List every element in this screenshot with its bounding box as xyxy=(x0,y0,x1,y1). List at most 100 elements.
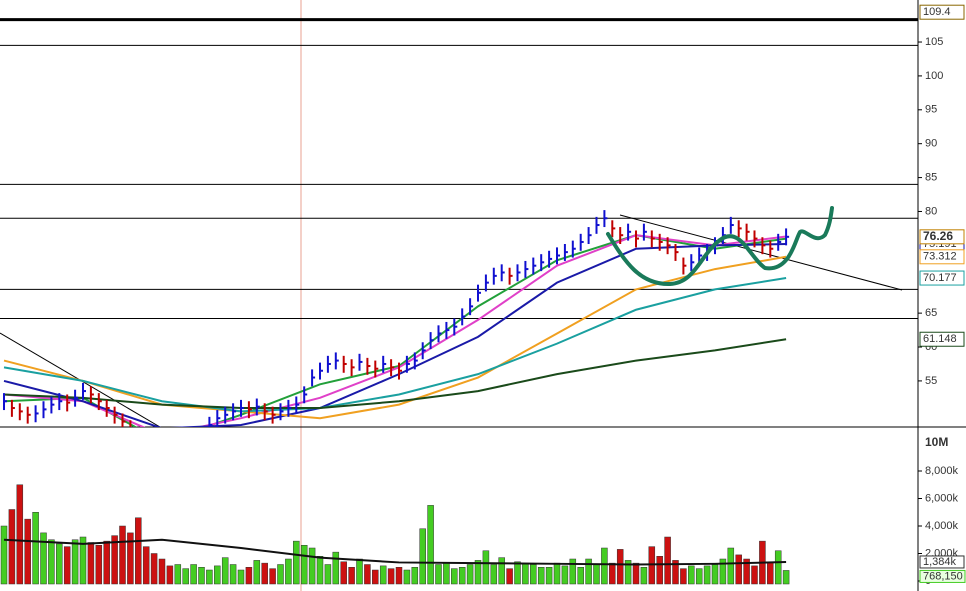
volume-bar xyxy=(743,558,750,585)
volume-bar xyxy=(261,562,268,585)
volume-bar xyxy=(506,568,513,585)
volume-bar xyxy=(158,558,166,585)
volume-bar xyxy=(348,567,355,585)
volume-bar xyxy=(16,484,24,585)
volume-bar xyxy=(640,567,648,585)
volume-bar xyxy=(688,565,695,585)
volume-bar xyxy=(63,546,71,585)
moving-average xyxy=(3,277,787,413)
y-tick-label: 80 xyxy=(925,205,937,217)
volume-bar xyxy=(206,569,213,585)
volume-bar xyxy=(87,542,95,585)
volume-bar xyxy=(751,565,758,585)
volume-bar xyxy=(672,560,679,585)
volume-bar xyxy=(474,560,482,585)
y-tick-label: 90 xyxy=(925,138,937,150)
annotation-curve xyxy=(606,206,834,287)
volume-bar xyxy=(530,564,537,585)
y-tick-label: 105 xyxy=(925,36,943,48)
volume-bar xyxy=(166,565,174,585)
volume-header: 10M xyxy=(925,435,948,449)
volume-bar xyxy=(395,567,403,585)
volume-bar xyxy=(514,561,521,585)
volume-bar xyxy=(443,562,450,585)
volume-bar xyxy=(537,567,545,585)
value-tag-label: 768,150 xyxy=(923,570,963,582)
moving-average xyxy=(3,338,787,410)
volume-bar xyxy=(277,564,284,585)
volume-bar xyxy=(711,564,719,585)
volume-bar xyxy=(285,558,292,585)
value-tag xyxy=(919,270,965,286)
volume-bar xyxy=(782,570,790,585)
volume-bar xyxy=(632,562,640,585)
volume-bar xyxy=(316,556,324,585)
volume-bar xyxy=(411,567,419,585)
volume-bar xyxy=(150,553,158,585)
volume-bar xyxy=(79,536,87,585)
volume-bar xyxy=(703,565,711,585)
volume-bar xyxy=(40,532,47,585)
volume-bar xyxy=(253,560,261,585)
volume-bar xyxy=(119,525,126,585)
volume-bar xyxy=(585,558,592,585)
volume-panel xyxy=(0,484,790,585)
volume-bar xyxy=(727,547,735,585)
y-tick-label: 6,000k xyxy=(925,492,959,504)
volume-bar xyxy=(372,569,379,585)
volume-bar xyxy=(664,536,671,585)
value-tag xyxy=(919,4,965,20)
volume-bar xyxy=(356,558,363,585)
volume-bar xyxy=(293,540,300,585)
volume-bar xyxy=(767,561,774,585)
value-tag-label: 73.312 xyxy=(923,251,957,263)
volume-bar xyxy=(624,560,632,585)
volume-average xyxy=(3,538,787,566)
volume-bar xyxy=(545,567,553,585)
volume-bar xyxy=(451,568,458,585)
volume-bar xyxy=(680,568,687,585)
volume-bar xyxy=(269,568,276,585)
value-tag xyxy=(919,331,965,347)
volume-bar xyxy=(221,557,229,585)
y-tick-label: 4,000k xyxy=(925,520,959,532)
value-tag xyxy=(919,569,966,583)
volume-bar xyxy=(174,564,182,585)
volume-bar xyxy=(427,505,434,585)
volume-bar xyxy=(237,569,245,585)
trend-line xyxy=(619,214,903,291)
volume-bar xyxy=(719,558,727,585)
volume-bar xyxy=(300,545,308,585)
volume-bar xyxy=(135,517,142,585)
volume-bar xyxy=(656,556,663,585)
y-tick-label: 8,000k xyxy=(925,465,959,477)
volume-bar xyxy=(419,528,426,585)
value-tag-label: 1,384k xyxy=(923,556,957,568)
volume-bar xyxy=(403,569,411,585)
volume-bar xyxy=(482,550,490,585)
y-tick-label: 95 xyxy=(925,104,937,116)
volume-bar xyxy=(340,561,347,585)
y-tick-label: 85 xyxy=(925,171,937,183)
y-tick-label: 55 xyxy=(925,375,937,387)
volume-bar xyxy=(569,558,577,585)
volume-bar xyxy=(553,562,561,585)
value-tag-label: 70.177 xyxy=(923,272,957,284)
value-tag xyxy=(919,249,965,265)
volume-bar xyxy=(245,567,253,585)
volume-bar xyxy=(308,547,316,585)
value-tag-label: 61.148 xyxy=(923,333,957,345)
volume-bar xyxy=(616,549,624,585)
volume-bar xyxy=(48,539,55,585)
volume-bar xyxy=(458,567,466,585)
y-tick-label: 65 xyxy=(925,307,937,319)
volume-bar xyxy=(24,518,31,585)
right-axis: 55606580859095100105109.475.19173.31270.… xyxy=(918,4,966,587)
value-tag-label: 76.26 xyxy=(923,229,953,243)
value-tag-label: 109.4 xyxy=(923,6,951,18)
volume-bar xyxy=(498,557,505,585)
volume-bar xyxy=(111,535,118,585)
volume-bar xyxy=(190,564,197,585)
